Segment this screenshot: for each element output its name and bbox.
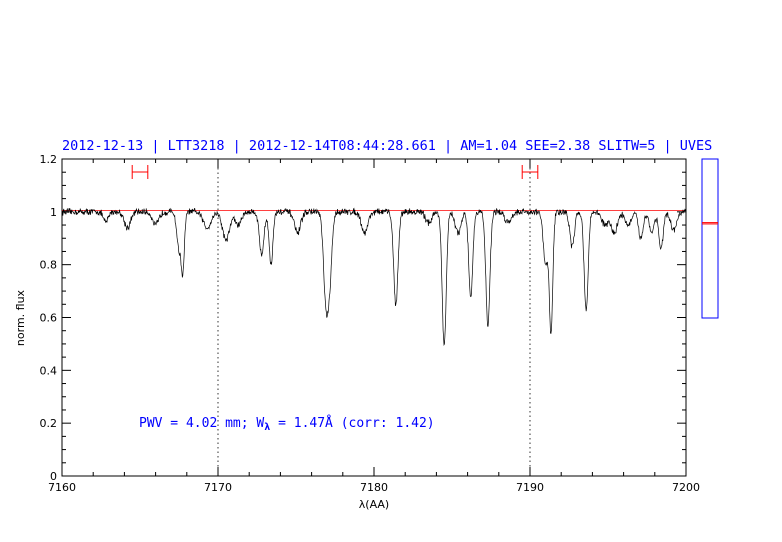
x-tick-label: 7200: [672, 481, 700, 494]
vertical-dotted-lines: [217, 159, 531, 476]
x-tick-label: 7190: [516, 481, 544, 494]
x-axis-ticks: 7160 7170 7180 7190 7200: [48, 159, 700, 494]
y-tick-label: 0.2: [40, 417, 58, 430]
x-axis-label: λ(AA): [359, 498, 389, 511]
y-axis-label: norm. flux: [14, 289, 27, 346]
figure-title: 2012-12-13 | LTT3218 | 2012-12-14T08:44:…: [62, 138, 712, 154]
spectrum-line: [61, 207, 687, 347]
side-panel-markers: [702, 222, 718, 225]
y-tick-label: 1.2: [40, 153, 58, 166]
pwv-annotation-suffix: = 1.47Å (corr: 1.42): [270, 415, 434, 431]
y-tick-label: 1: [50, 206, 57, 219]
pwv-annotation: PWV = 4.02 mm; Wλ = 1.47Å (corr: 1.42): [139, 415, 435, 433]
y-axis-ticks: 0 0.2 0.4 0.6 0.8 1 1.2: [40, 153, 686, 483]
y-tick-label: 0.6: [40, 312, 58, 325]
main-plot: 7160 7170 7180 7190 7200 0 0.2 0.4 0.6 0.8 1 1.2 λ…: [14, 153, 700, 511]
x-tick-label: 7160: [48, 481, 76, 494]
y-tick-label: 0.8: [40, 259, 58, 272]
y-tick-label: 0: [50, 470, 57, 483]
spectrum-series: [61, 207, 687, 347]
y-tick-label: 0.4: [40, 364, 58, 377]
side-panel-frame: [701, 158, 719, 319]
side-panel: [701, 158, 719, 319]
x-tick-label: 7170: [204, 481, 232, 494]
pwv-annotation-prefix: PWV = 4.02 mm; W: [139, 416, 264, 431]
pwv-annotation-sub: λ: [264, 422, 270, 433]
continuum-range-markers: [131, 165, 539, 179]
x-tick-label: 7180: [360, 481, 388, 494]
